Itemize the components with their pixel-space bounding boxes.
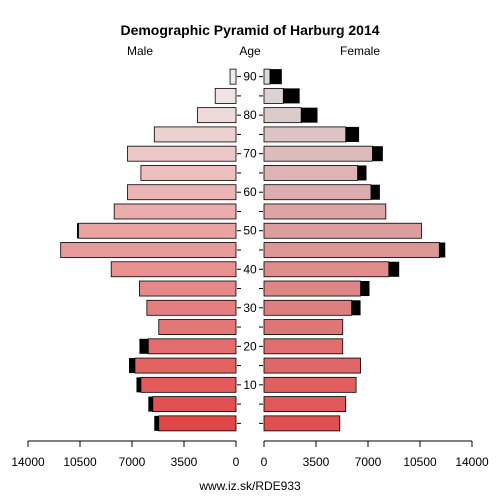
age-tick-label: 20 [243, 339, 257, 353]
x-tick-label-right: 10500 [403, 455, 437, 469]
age-tick-label: 10 [243, 378, 257, 392]
female-label: Female [340, 44, 380, 58]
male-bar [229, 68, 237, 85]
female-foreign-bar [269, 69, 282, 85]
female-bar [263, 222, 422, 239]
female-bar [263, 87, 284, 104]
female-bar [263, 338, 344, 355]
male-foreign-bar [154, 415, 159, 431]
female-foreign-bar [372, 146, 383, 162]
male-bar [147, 338, 237, 355]
male-bar [127, 184, 237, 201]
female-foreign-bar [301, 107, 318, 123]
female-bar [263, 376, 357, 393]
female-bar [263, 68, 271, 85]
male-bar [196, 107, 237, 124]
female-bar [263, 357, 361, 374]
x-tick-label-left: 10500 [63, 455, 97, 469]
x-tick-label-right: 3500 [303, 455, 330, 469]
male-bar [139, 280, 237, 297]
female-foreign-bar [439, 242, 446, 258]
x-tick-label-left: 0 [233, 455, 240, 469]
female-foreign-bar [351, 300, 361, 316]
male-bar [158, 319, 237, 335]
female-bar [263, 107, 302, 124]
male-bar [110, 261, 237, 278]
female-bar [263, 165, 358, 181]
male-bar [140, 165, 237, 181]
age-label: Age [239, 44, 261, 58]
x-tick-label-left: 7000 [119, 455, 146, 469]
male-bar [60, 242, 237, 258]
male-foreign-bar [148, 396, 153, 412]
male-bar [146, 299, 237, 316]
female-bar [263, 299, 353, 316]
male-bar [140, 376, 237, 393]
x-tick-label-left: 3500 [171, 455, 198, 469]
female-foreign-bar [360, 281, 370, 297]
female-foreign-bar [357, 165, 367, 181]
age-tick-label: 60 [243, 185, 257, 199]
male-bar [158, 415, 237, 432]
x-tick-label-right: 7000 [355, 455, 382, 469]
female-foreign-bar [345, 126, 360, 142]
male-foreign-bar [139, 338, 149, 354]
footer-url: www.iz.sk/RDE933 [198, 479, 301, 493]
male-bar [78, 222, 237, 239]
male-foreign-bar [136, 377, 141, 393]
female-bar [263, 184, 372, 201]
male-bar [214, 87, 237, 104]
male-bar [113, 203, 237, 220]
age-tick-label: 50 [243, 224, 257, 238]
x-tick-label-right: 14000 [455, 455, 489, 469]
male-bar [127, 145, 237, 162]
age-tick-label: 80 [243, 108, 257, 122]
male-foreign-bar [77, 223, 79, 239]
male-foreign-bar [129, 358, 135, 374]
female-bar [263, 415, 341, 432]
male-bar [152, 396, 237, 413]
female-bar [263, 126, 347, 143]
axes-group: 90 80 70 60 50 40 30 20 10 14000 10500 7000 3500 0 0 35… [11, 70, 489, 469]
female-bar [263, 319, 344, 335]
male-label: Male [127, 44, 153, 58]
bars-group [60, 68, 446, 432]
age-tick-label: 90 [243, 70, 257, 84]
x-tick-label-left: 14000 [11, 455, 45, 469]
age-tick-label: 30 [243, 301, 257, 315]
age-tick-label: 70 [243, 147, 257, 161]
female-bar [263, 396, 347, 413]
female-foreign-bar [388, 261, 400, 277]
female-bar [263, 242, 440, 258]
age-tick-label: 40 [243, 262, 257, 276]
chart-title: Demographic Pyramid of Harburg 2014 [120, 22, 379, 38]
female-bar [263, 203, 387, 220]
x-tick-label-right: 0 [261, 455, 268, 469]
female-bar [263, 280, 361, 297]
male-bar [134, 357, 237, 374]
female-bar [263, 145, 373, 162]
female-bar [263, 261, 390, 278]
female-foreign-bar [283, 88, 300, 104]
male-bar [153, 126, 237, 143]
female-foreign-bar [370, 184, 380, 200]
